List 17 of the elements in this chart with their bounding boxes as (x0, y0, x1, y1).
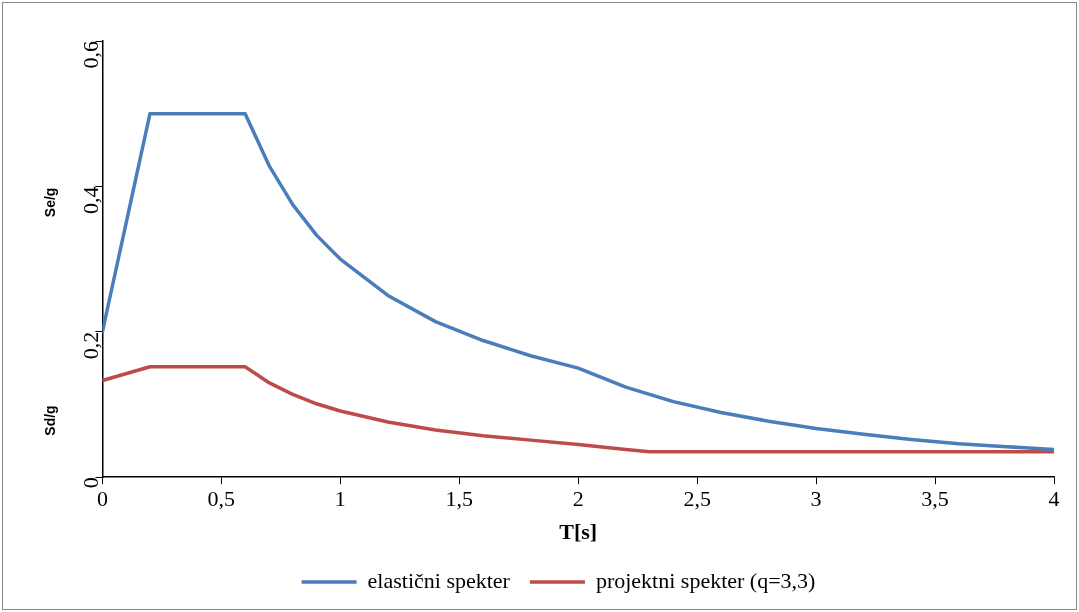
y-axis-title: Se/g (41, 187, 58, 218)
text: Sd/g (41, 405, 58, 436)
y-tick-label: 0,6 (78, 41, 104, 69)
y-tick-label: 0,4 (78, 186, 104, 214)
y-tick-label: 0,2 (78, 331, 104, 360)
x-tick-label: 0,5 (207, 486, 236, 512)
y-tick-label: 0 (78, 477, 104, 489)
x-tick-label: 3 (810, 486, 822, 512)
legend-label: projektni spekter (q=3,3) (595, 567, 816, 593)
x-tick-label: 2 (572, 486, 584, 512)
x-tick-label: 3,5 (921, 486, 949, 512)
x-tick-label: 2,5 (683, 486, 711, 512)
x-tick-label: 1,5 (445, 486, 473, 512)
x-tick-label: 4 (1048, 486, 1060, 512)
x-axis-title: T[s] (559, 519, 598, 545)
x-tick-label: 1 (334, 486, 346, 512)
legend-label: elastični spekter (367, 567, 511, 593)
